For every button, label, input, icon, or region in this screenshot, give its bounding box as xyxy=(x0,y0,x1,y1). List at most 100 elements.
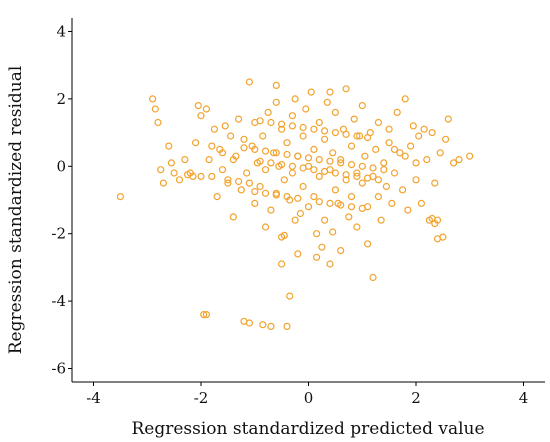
data-point xyxy=(407,142,415,150)
data-point xyxy=(313,230,321,238)
data-point xyxy=(194,101,202,110)
data-point xyxy=(323,98,331,106)
data-point xyxy=(401,95,409,103)
data-point xyxy=(221,122,229,130)
data-point xyxy=(364,174,372,182)
data-point xyxy=(331,169,339,177)
data-point xyxy=(157,166,165,174)
data-point xyxy=(261,166,270,174)
data-point xyxy=(240,135,248,143)
data-point xyxy=(208,172,216,180)
data-point xyxy=(420,125,428,133)
data-point xyxy=(329,228,337,236)
data-point xyxy=(175,176,184,184)
x-ticks: -4 -2 0 2 4 xyxy=(86,382,528,407)
data-point xyxy=(235,115,243,123)
data-point xyxy=(404,206,412,214)
data-point xyxy=(210,125,218,133)
data-point xyxy=(412,159,420,167)
data-point xyxy=(235,177,243,186)
data-point xyxy=(374,176,382,184)
data-point xyxy=(310,125,318,133)
data-point xyxy=(286,292,294,300)
data-point xyxy=(272,149,280,157)
y-tick-label: 0 xyxy=(56,157,66,175)
data-point xyxy=(278,161,286,169)
data-point xyxy=(374,193,382,201)
y-tick-label: -2 xyxy=(51,225,66,243)
data-point xyxy=(337,247,345,255)
data-point xyxy=(331,186,339,194)
data-point xyxy=(251,199,259,207)
data-point xyxy=(342,130,350,138)
data-point xyxy=(388,199,396,207)
data-point xyxy=(331,108,339,117)
x-tick-label: -2 xyxy=(194,389,209,407)
data-point xyxy=(205,156,213,164)
data-point xyxy=(353,223,361,231)
data-point xyxy=(310,193,318,201)
data-point xyxy=(227,132,235,140)
data-point xyxy=(291,216,299,224)
data-point xyxy=(213,193,221,201)
y-tick-label: -6 xyxy=(51,360,66,378)
data-point xyxy=(372,145,380,153)
data-point xyxy=(278,120,286,128)
data-point xyxy=(315,156,323,164)
data-point xyxy=(393,108,401,117)
data-point xyxy=(326,88,334,96)
data-points xyxy=(116,78,474,330)
data-point xyxy=(280,231,288,239)
data-point xyxy=(358,204,366,212)
data-point xyxy=(385,139,393,147)
data-point xyxy=(382,182,390,191)
data-point xyxy=(304,203,313,211)
data-point xyxy=(369,164,377,172)
data-point xyxy=(466,152,474,160)
data-point xyxy=(444,115,452,123)
data-point xyxy=(310,166,318,174)
data-point xyxy=(202,311,210,319)
data-point xyxy=(358,179,366,187)
data-point xyxy=(116,193,125,201)
data-point xyxy=(455,156,463,164)
data-point xyxy=(329,149,337,157)
data-point xyxy=(270,149,278,157)
data-point xyxy=(409,122,417,130)
data-point xyxy=(181,156,189,164)
data-point xyxy=(256,182,264,191)
data-point xyxy=(151,105,159,113)
data-point xyxy=(251,188,259,196)
data-point xyxy=(364,240,372,248)
data-point xyxy=(259,132,267,140)
data-point xyxy=(331,129,339,137)
data-point xyxy=(299,123,307,132)
data-point xyxy=(350,115,358,123)
data-point xyxy=(307,88,315,96)
data-point xyxy=(377,216,385,224)
x-tick-label: 0 xyxy=(304,389,314,407)
data-point xyxy=(358,162,366,170)
data-point xyxy=(390,145,399,153)
data-point xyxy=(299,164,307,172)
data-point xyxy=(321,167,329,175)
data-point xyxy=(283,193,291,201)
data-point xyxy=(369,273,377,282)
data-point xyxy=(261,147,270,155)
x-axis-label: Regression standardized predicted value xyxy=(131,419,484,439)
data-point xyxy=(415,132,423,140)
data-point xyxy=(208,142,216,150)
data-point xyxy=(353,172,361,180)
data-point xyxy=(149,95,157,103)
data-point xyxy=(315,198,323,206)
data-point xyxy=(267,159,275,167)
data-point xyxy=(450,159,458,167)
data-point xyxy=(261,189,270,197)
data-point xyxy=(315,172,323,180)
y-axis-label: Regression standardized residual xyxy=(6,66,26,355)
axes xyxy=(71,18,545,383)
data-point xyxy=(224,176,232,184)
data-point xyxy=(337,201,345,209)
data-point xyxy=(412,176,420,184)
